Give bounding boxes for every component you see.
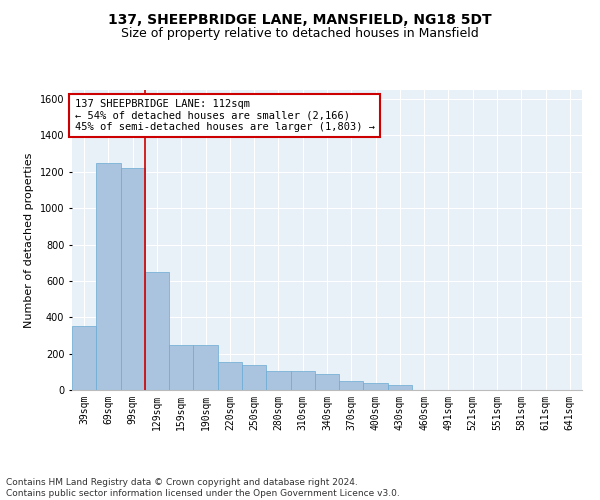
Bar	[169, 346, 193, 390]
Text: 137 SHEEPBRIDGE LANE: 112sqm
← 54% of detached houses are smaller (2,166)
45% of: 137 SHEEPBRIDGE LANE: 112sqm ← 54% of de…	[74, 99, 374, 132]
Bar	[290, 371, 315, 390]
Bar	[193, 346, 218, 390]
Text: Size of property relative to detached houses in Mansfield: Size of property relative to detached ho…	[121, 28, 479, 40]
Bar	[242, 364, 266, 390]
Text: 137, SHEEPBRIDGE LANE, MANSFIELD, NG18 5DT: 137, SHEEPBRIDGE LANE, MANSFIELD, NG18 5…	[108, 12, 492, 26]
Bar	[339, 381, 364, 390]
Bar	[72, 326, 96, 390]
Text: Contains HM Land Registry data © Crown copyright and database right 2024.
Contai: Contains HM Land Registry data © Crown c…	[6, 478, 400, 498]
Bar	[218, 362, 242, 390]
Bar	[388, 384, 412, 390]
Y-axis label: Number of detached properties: Number of detached properties	[24, 152, 34, 328]
Bar	[96, 162, 121, 390]
Bar	[315, 374, 339, 390]
Bar	[364, 382, 388, 390]
Bar	[121, 168, 145, 390]
Bar	[266, 371, 290, 390]
Bar	[145, 272, 169, 390]
